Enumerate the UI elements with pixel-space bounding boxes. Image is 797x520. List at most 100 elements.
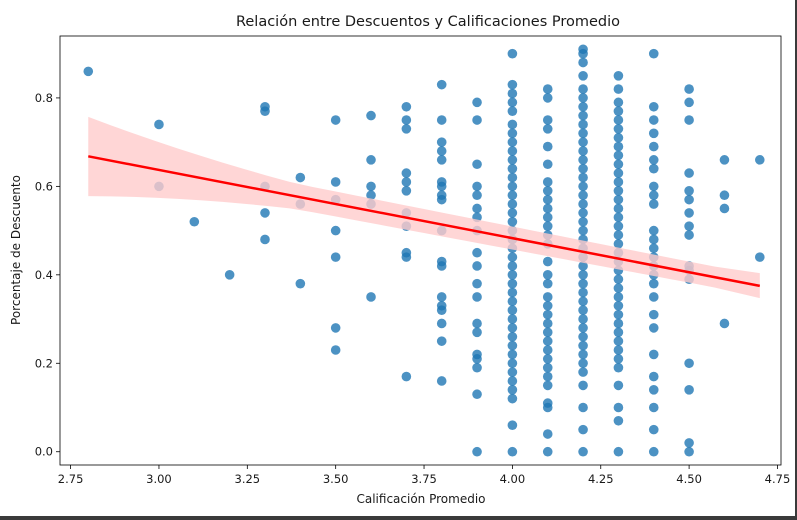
data-point [472, 354, 482, 364]
data-point [295, 278, 306, 289]
data-point [684, 115, 694, 125]
data-point [83, 66, 94, 77]
data-point [507, 172, 518, 183]
data-point [507, 367, 518, 377]
data-point [648, 48, 659, 59]
data-point [507, 155, 518, 165]
data-point [260, 106, 270, 116]
data-point [613, 124, 624, 134]
regression-line [88, 155, 761, 288]
data-point [472, 190, 482, 201]
data-point [507, 385, 518, 395]
data-point [613, 221, 624, 231]
data-point [542, 429, 553, 439]
data-point [578, 163, 588, 174]
data-point [613, 141, 624, 152]
data-point [648, 323, 659, 333]
data-point [507, 252, 518, 262]
data-point [330, 252, 341, 262]
data-point [472, 327, 482, 338]
plot-area: 2.75 3.00 3.25 3.50 3.75 4.00 4.25 4.50 4.75 0.0 0… [35, 35, 790, 486]
data-point [542, 93, 553, 103]
data-point [613, 354, 624, 364]
data-point [436, 137, 447, 147]
data-point [648, 402, 659, 413]
data-point [472, 446, 482, 457]
data-point [613, 446, 624, 457]
data-point [366, 110, 376, 121]
data-point [260, 208, 270, 218]
data-point [648, 199, 659, 209]
data-point [613, 318, 624, 329]
data-point [366, 190, 376, 201]
data-point [542, 380, 553, 391]
x-tick-label: 4.00 [500, 472, 526, 486]
data-point [507, 128, 518, 139]
data-point [684, 97, 694, 108]
data-point [366, 292, 376, 302]
data-point [542, 345, 553, 355]
data-point [613, 168, 624, 178]
data-point [578, 424, 588, 435]
data-point [542, 212, 553, 223]
data-point [401, 252, 412, 262]
data-point [719, 203, 730, 214]
data-point [613, 230, 624, 240]
data-point [542, 141, 553, 152]
data-point [613, 239, 624, 249]
data-point [648, 190, 659, 201]
data-point [542, 177, 553, 187]
data-point [613, 362, 624, 373]
data-point [507, 446, 518, 457]
data-point [578, 137, 588, 147]
data-point [507, 88, 518, 99]
data-point [542, 221, 553, 231]
data-point [472, 292, 482, 302]
data-point [507, 79, 518, 90]
confidence-band [88, 116, 760, 299]
data-point [648, 181, 659, 192]
data-point [507, 420, 518, 430]
data-point [684, 385, 694, 395]
data-point [154, 119, 164, 130]
data-point [401, 185, 412, 196]
data-point [472, 159, 482, 170]
data-point [366, 155, 376, 165]
data-point [578, 110, 588, 121]
data-point [507, 97, 518, 108]
data-point [684, 230, 694, 240]
data-point [472, 247, 482, 258]
x-tick-label: 3.25 [235, 472, 261, 486]
data-point [542, 318, 553, 329]
data-point [578, 278, 588, 289]
data-point [613, 345, 624, 355]
data-point [436, 194, 447, 205]
data-point [330, 225, 341, 236]
data-point [613, 402, 624, 413]
data-point [648, 243, 659, 254]
data-point [578, 340, 588, 351]
data-point [436, 376, 447, 386]
data-point [436, 155, 447, 165]
scatter-points [83, 44, 765, 457]
data-point [719, 155, 730, 165]
data-point [507, 48, 518, 59]
data-point [507, 376, 518, 386]
data-point [684, 208, 694, 218]
data-point [648, 115, 659, 125]
data-point [648, 141, 659, 152]
data-point [542, 124, 553, 134]
data-point [719, 318, 730, 329]
data-point [542, 115, 553, 125]
data-point [578, 190, 588, 201]
data-point [578, 314, 588, 324]
data-point [684, 446, 694, 457]
data-point [648, 155, 659, 165]
data-point [578, 305, 588, 316]
y-tick-label: 0.8 [35, 91, 53, 105]
data-point [330, 345, 341, 355]
data-point [436, 115, 447, 125]
data-point [613, 132, 624, 143]
